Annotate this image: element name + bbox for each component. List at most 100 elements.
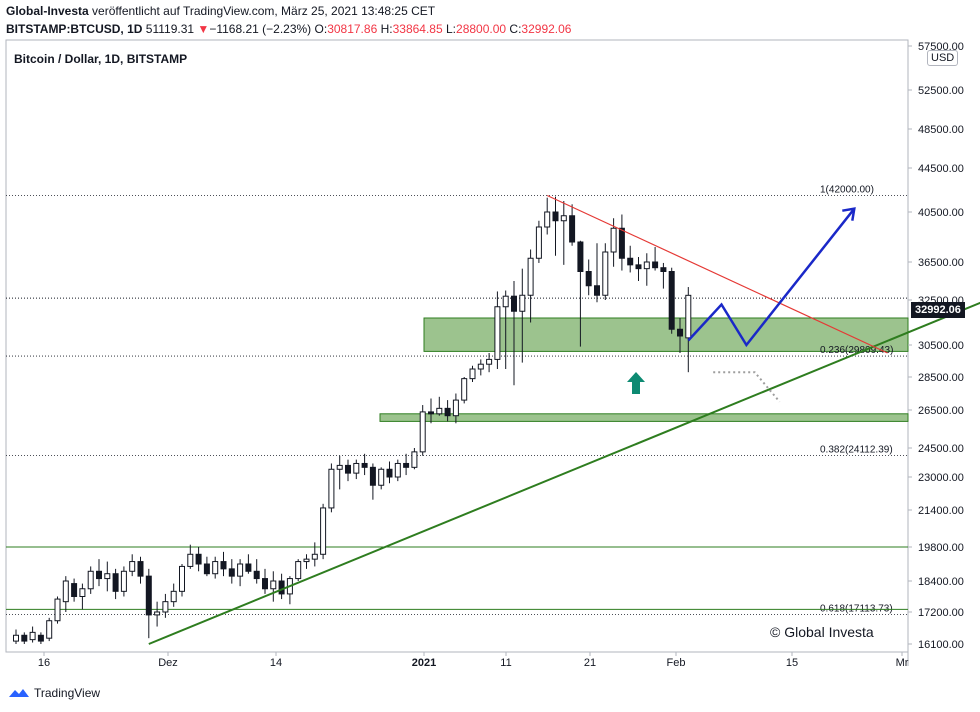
y-tick-label: 17200.00 (918, 607, 964, 619)
x-tick-label: 16 (38, 657, 50, 669)
candle-body (37, 634, 44, 642)
candle-body (361, 462, 368, 468)
resistance-trendline (546, 194, 888, 354)
candle-body (436, 407, 443, 415)
candle-body (112, 573, 119, 592)
candle-body (660, 267, 667, 273)
candle-body (594, 285, 600, 296)
candle-body (203, 563, 210, 575)
candle-body (120, 570, 127, 592)
change-value: −1168.21 (−2.23%) (209, 22, 312, 36)
candle-body (527, 257, 534, 296)
x-tick-label: Dez (158, 657, 178, 669)
candle-body (602, 251, 609, 296)
candle-body (353, 462, 360, 474)
ohlc-header: BITSTAMP:BTCUSD, 1D 51119.31 ▼−1168.21 (… (6, 22, 571, 36)
brand-label: TradingView (34, 686, 101, 700)
currency-button[interactable]: USD (927, 50, 959, 66)
x-tick-label: Mr (896, 657, 909, 669)
candle-body (378, 468, 385, 486)
projection-path (687, 207, 856, 348)
candle-body (187, 553, 194, 567)
y-tick-label: 21400.00 (918, 505, 964, 517)
candle-body (519, 294, 526, 312)
fib-level-label: 0.382(24112.39) (820, 445, 893, 456)
close-value: 32992.06 (521, 22, 572, 36)
candle-body (228, 568, 235, 577)
candle-body (303, 558, 310, 563)
y-tick-label: 24500.00 (918, 443, 964, 455)
y-tick-label: 18400.00 (918, 576, 964, 588)
x-tick-label: 2021 (412, 657, 436, 669)
candle-body (369, 466, 376, 486)
tradingview-logo-icon (9, 689, 29, 697)
candle-body (411, 451, 418, 468)
x-tick-label: Feb (667, 657, 686, 669)
candle-body (643, 261, 650, 270)
y-tick-label: 48500.00 (918, 124, 964, 136)
fib-level-label: 0.236(29809.43) (820, 345, 893, 356)
projection-arrowhead (842, 207, 856, 221)
author-name[interactable]: Global-Investa (6, 4, 89, 18)
candle-body (668, 271, 675, 330)
support-zone (379, 413, 909, 422)
candle-body (345, 464, 351, 474)
support-zone (423, 317, 909, 352)
candle-body (137, 561, 144, 577)
candle-body (162, 601, 169, 613)
copyright-text: © Global Investa (770, 624, 874, 640)
candle-body (262, 578, 268, 590)
candle-body (195, 553, 202, 565)
candle-body (627, 257, 634, 266)
candle-body (428, 411, 434, 415)
candle-body (403, 462, 410, 468)
candle-body (220, 561, 227, 570)
y-tick-label: 40500.00 (918, 207, 964, 219)
down-triangle-icon: ▼ (197, 22, 210, 36)
dotted-scenario-path (713, 371, 781, 403)
candle-body (320, 507, 327, 555)
open-label: O: (314, 22, 328, 36)
tradingview-brand[interactable]: TradingView (8, 686, 100, 700)
candle-body (677, 328, 683, 337)
y-tick-label: 23000.00 (918, 472, 964, 484)
candle-body (79, 588, 86, 597)
up-arrow-icon (627, 372, 645, 394)
candle-body (652, 261, 659, 269)
support-trendline (148, 301, 980, 645)
x-tick-label: 11 (500, 657, 511, 669)
candle-body (145, 575, 152, 616)
candle-body (87, 570, 94, 590)
candle-body (610, 227, 617, 253)
y-tick-label: 30500.00 (918, 340, 964, 352)
y-tick-label: 36500.00 (918, 257, 964, 269)
x-tick-label: 15 (786, 657, 798, 669)
y-tick-label: 26500.00 (918, 405, 964, 417)
candle-body (535, 226, 542, 259)
chart-title: Bitcoin / Dollar, 1D, BITSTAMP (14, 52, 188, 66)
low-label: L: (446, 22, 457, 36)
candle-body (311, 553, 318, 560)
y-tick-label: 19800.00 (918, 542, 964, 554)
x-tick-label: 21 (584, 657, 596, 669)
high-value: 33864.85 (392, 22, 443, 36)
candle-body (212, 561, 219, 575)
candle-body (618, 227, 625, 259)
candle-body (179, 565, 185, 592)
candle-body (452, 399, 459, 417)
x-tick-label: 14 (270, 657, 282, 669)
candle-body (278, 580, 285, 595)
candle-body (502, 295, 509, 308)
candle-body (129, 561, 136, 572)
y-tick-label: 16100.00 (918, 639, 964, 651)
y-tick-label: 44500.00 (918, 163, 964, 175)
candle-body (336, 464, 343, 470)
candle-body (394, 462, 401, 478)
candle-body (569, 215, 576, 243)
close-label: C: (509, 22, 522, 36)
candle-body (96, 570, 102, 580)
candle-body (170, 590, 177, 603)
last-value: 51119.31 (145, 22, 195, 36)
candle-body (477, 363, 484, 370)
candle-body (295, 561, 302, 580)
